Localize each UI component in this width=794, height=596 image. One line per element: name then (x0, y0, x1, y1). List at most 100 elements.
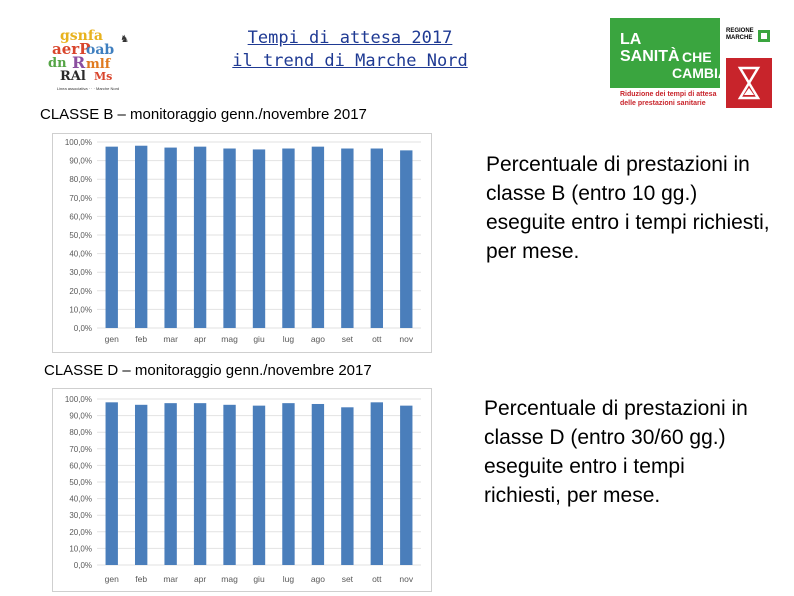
chart-classe-d: 0,0% 10,0% 20,0% 30,0% 40,0% 50,0% 60,0% 70,0% 8… (52, 388, 432, 592)
x-tick-label: nov (399, 334, 413, 344)
section-d-label: CLASSE D – monitoraggio genn./novembre 2… (44, 362, 372, 379)
bar-feb (134, 404, 148, 565)
y-tick-label: 10,0% (69, 305, 92, 314)
sanita-che-cambia-logo: LA SANITÀ CHE CAMBIA REGIONE MARCHE Ridu… (610, 18, 772, 114)
title-line-1: Tempi di attesa 2017 (247, 28, 453, 48)
hourglass-icon (737, 66, 761, 100)
bar-mar (164, 403, 177, 565)
svg-text:oab: oab (86, 42, 114, 58)
x-tick-label: ott (372, 334, 382, 344)
x-tick-label: feb (135, 334, 147, 344)
chart-classe-d-svg: 0,0% 10,0% 20,0% 30,0% 40,0% 50,0% 60,0% 70,0% 8… (65, 395, 421, 584)
bar-ott (370, 402, 384, 565)
svg-text:R: R (72, 53, 86, 72)
section-b-description: Percentuale di prestazioni in classe B (… (486, 153, 770, 263)
bar-nov (400, 150, 413, 328)
svg-text:mlf: mlf (86, 57, 112, 72)
x-tick-label: mag (221, 334, 238, 344)
y-tick-label: 0,0% (74, 561, 92, 570)
y-tick-label: 30,0% (69, 511, 92, 520)
x-tick-label: apr (194, 334, 206, 344)
y-tick-label: 10,0% (69, 544, 92, 553)
y-tick-label: 60,0% (69, 461, 92, 470)
bar-ott (370, 148, 384, 328)
bar-giu (252, 405, 266, 565)
logo-text-che: CHE (682, 49, 712, 65)
svg-text:Ms: Ms (94, 70, 112, 83)
bar-feb (134, 145, 148, 328)
svg-text:RAl: RAl (60, 69, 86, 84)
regione-marche-icon (758, 30, 770, 42)
logo-caption: Linea associativa · · · Marche Nord (56, 86, 120, 91)
bar-gen (105, 402, 118, 565)
chart-classe-b-svg: 0,0% 10,0% 20,0% 30,0% 40,0% 50,0% 60,0% 70,0% 8… (65, 138, 421, 344)
y-tick-label: 50,0% (69, 231, 92, 240)
logo-green-panel: LA SANITÀ CHE CAMBIA (610, 18, 728, 88)
svg-text:gsnfa: gsnfa (60, 28, 103, 44)
y-tick-label: 30,0% (69, 268, 92, 277)
y-tick-label: 90,0% (69, 157, 92, 166)
y-tick-label: 90,0% (69, 412, 92, 421)
logo-red-panel (726, 58, 772, 108)
bar-mag (223, 148, 236, 328)
x-tick-label: ago (311, 574, 325, 584)
x-tick-label: mar (163, 574, 178, 584)
x-tick-label: mar (163, 334, 178, 344)
x-tick-label: ott (372, 574, 382, 584)
x-tick-label: set (342, 574, 354, 584)
y-tick-label: 100,0% (65, 138, 92, 147)
y-tick-label: 40,0% (69, 495, 92, 504)
bar-gen (105, 146, 118, 328)
section-d-description: Percentuale di prestazioni in classe D (… (484, 397, 748, 507)
logo-caption-red: Riduzione dei tempi di attesa delle pres… (620, 91, 717, 107)
x-tick-label: lug (283, 574, 295, 584)
bar-giu (252, 149, 266, 328)
x-tick-label: nov (399, 574, 413, 584)
bar-mag (223, 404, 236, 565)
y-tick-label: 80,0% (69, 175, 92, 184)
x-tick-label: gen (105, 574, 119, 584)
y-tick-label: 20,0% (69, 528, 92, 537)
y-tick-label: 70,0% (69, 445, 92, 454)
x-tick-label: mag (221, 574, 238, 584)
bar-set (341, 407, 354, 565)
bar-set (341, 148, 354, 328)
y-tick-label: 0,0% (74, 324, 92, 333)
bar-ago (311, 146, 325, 328)
svg-text:dn: dn (48, 56, 67, 71)
x-tick-label: lug (283, 334, 295, 344)
bar-apr (193, 146, 207, 328)
y-tick-label: 80,0% (69, 428, 92, 437)
y-tick-label: 70,0% (69, 194, 92, 203)
bar-mar (164, 147, 177, 328)
bar-ago (311, 403, 325, 565)
x-tick-label: set (342, 334, 354, 344)
y-tick-label: 50,0% (69, 478, 92, 487)
colourful-letters-logo-icon: gsnfa aerP oab dn R mlf RAl Ms ♞ (48, 28, 129, 84)
x-tick-label: feb (135, 574, 147, 584)
bar-lug (282, 403, 295, 565)
section-b-label: CLASSE B – monitoraggio genn./novembre 2… (40, 106, 367, 123)
regione-marche-mark: REGIONE MARCHE (722, 18, 772, 58)
bar-lug (282, 148, 295, 328)
chart-classe-b: 0,0% 10,0% 20,0% 30,0% 40,0% 50,0% 60,0% 70,0% 8… (52, 133, 432, 353)
bar-apr (193, 403, 207, 565)
logo-text-la: LA (620, 31, 642, 48)
svg-text:♞: ♞ (120, 34, 129, 45)
svg-text:aerP: aerP (52, 40, 90, 58)
x-tick-label: apr (194, 574, 206, 584)
bar-nov (400, 405, 413, 565)
page-title: Tempi di attesa 2017 il trend di Marche … (215, 27, 485, 73)
x-tick-label: giu (253, 574, 265, 584)
y-tick-label: 20,0% (69, 287, 92, 296)
y-tick-label: 100,0% (65, 395, 92, 404)
y-tick-label: 40,0% (69, 250, 92, 259)
collective-logo: gsnfa aerP oab dn R mlf RAl Ms ♞ Linea a… (38, 22, 138, 94)
x-tick-label: gen (105, 334, 119, 344)
logo-text-cambia: CAMBIA (672, 65, 728, 81)
title-line-2: il trend di Marche Nord (232, 51, 468, 71)
x-tick-label: giu (253, 334, 265, 344)
x-tick-label: ago (311, 334, 325, 344)
y-tick-label: 60,0% (69, 212, 92, 221)
regione-marche-label: REGIONE MARCHE (726, 28, 754, 41)
